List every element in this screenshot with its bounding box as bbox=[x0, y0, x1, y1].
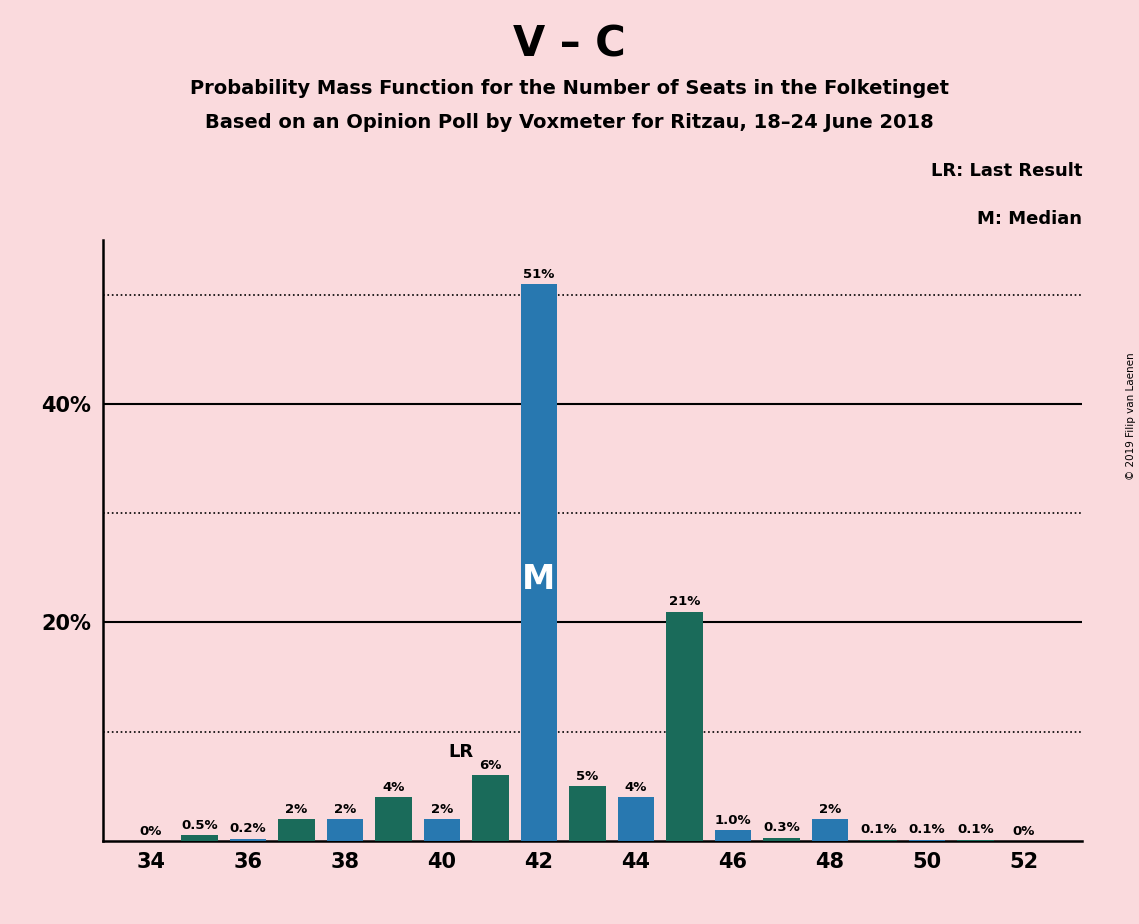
Text: 21%: 21% bbox=[669, 595, 700, 608]
Text: 2%: 2% bbox=[431, 803, 453, 816]
Text: Probability Mass Function for the Number of Seats in the Folketinget: Probability Mass Function for the Number… bbox=[190, 79, 949, 98]
Text: 2%: 2% bbox=[334, 803, 357, 816]
Bar bbox=[860, 840, 896, 841]
Text: 0%: 0% bbox=[1013, 824, 1035, 837]
Text: 0.1%: 0.1% bbox=[860, 823, 896, 836]
Text: © 2019 Filip van Laenen: © 2019 Filip van Laenen bbox=[1126, 352, 1136, 480]
Bar bbox=[617, 797, 654, 841]
Text: 0.3%: 0.3% bbox=[763, 821, 800, 834]
Text: M: M bbox=[523, 563, 556, 596]
Bar bbox=[424, 819, 460, 841]
Bar bbox=[375, 797, 411, 841]
Text: 1.0%: 1.0% bbox=[714, 814, 752, 827]
Bar bbox=[812, 819, 849, 841]
Text: M: Median: M: Median bbox=[977, 211, 1082, 228]
Text: 0.2%: 0.2% bbox=[230, 822, 267, 835]
Text: 0.1%: 0.1% bbox=[909, 823, 945, 836]
Bar bbox=[278, 819, 314, 841]
Text: 6%: 6% bbox=[480, 759, 501, 772]
Bar bbox=[715, 830, 751, 841]
Text: 4%: 4% bbox=[383, 781, 404, 794]
Text: 0.5%: 0.5% bbox=[181, 819, 218, 833]
Text: 2%: 2% bbox=[819, 803, 841, 816]
Text: LR: LR bbox=[449, 743, 474, 761]
Bar bbox=[181, 835, 218, 841]
Bar bbox=[763, 837, 800, 841]
Bar bbox=[570, 786, 606, 841]
Bar bbox=[230, 839, 267, 841]
Bar bbox=[957, 840, 993, 841]
Bar bbox=[473, 775, 509, 841]
Text: Based on an Opinion Poll by Voxmeter for Ritzau, 18–24 June 2018: Based on an Opinion Poll by Voxmeter for… bbox=[205, 113, 934, 132]
Text: LR: Last Result: LR: Last Result bbox=[931, 163, 1082, 180]
Bar bbox=[327, 819, 363, 841]
Text: 0.1%: 0.1% bbox=[957, 823, 993, 836]
Text: 4%: 4% bbox=[624, 781, 647, 794]
Text: V – C: V – C bbox=[514, 23, 625, 65]
Text: 5%: 5% bbox=[576, 770, 599, 783]
Text: 0%: 0% bbox=[140, 824, 162, 837]
Text: 51%: 51% bbox=[523, 268, 555, 281]
Bar bbox=[666, 612, 703, 841]
Bar bbox=[909, 840, 945, 841]
Bar bbox=[521, 284, 557, 841]
Text: 2%: 2% bbox=[286, 803, 308, 816]
